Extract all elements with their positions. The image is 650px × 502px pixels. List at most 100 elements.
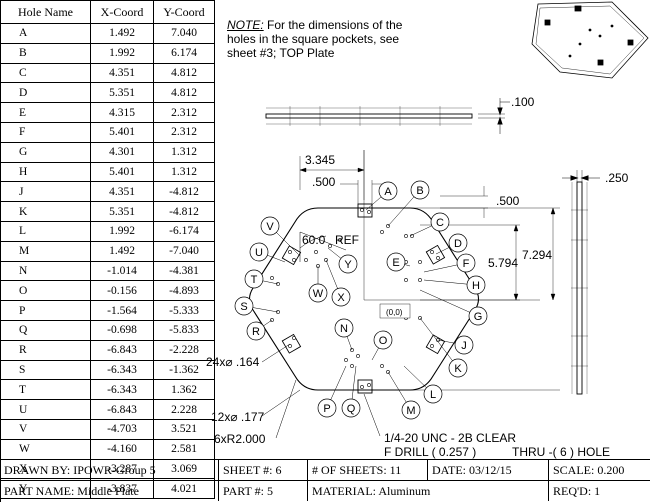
- header-y-coord: Y-Coord: [153, 0, 215, 24]
- table-row: A 1.492 7.040: [0, 23, 215, 44]
- callout-label: Y: [344, 259, 352, 271]
- callout-label: D: [454, 238, 462, 250]
- callout-l: L: [423, 384, 443, 404]
- callout-label: N: [340, 323, 348, 335]
- callout-r: R: [246, 321, 266, 341]
- callout-x: X: [331, 287, 351, 307]
- holes-164-note: 24x⌀ .164: [206, 355, 260, 369]
- y-coord-cell: 1.362: [153, 379, 215, 401]
- y-coord-cell: 2.312: [153, 121, 215, 143]
- callout-bubbles: A B CD E F G H JK L M N O P Q R S T U V W X Y: [234, 180, 488, 420]
- drawing-note: NOTE: For the dimensions of the holes in…: [227, 18, 417, 60]
- callout-label: C: [436, 217, 444, 229]
- y-coord-cell: 3.521: [153, 418, 215, 440]
- edge-view-vertical: [562, 170, 600, 395]
- callout-circle: [334, 318, 354, 338]
- tap-note-line2: F DRILL ( 0.257 ): [384, 445, 476, 459]
- plate-holes: [270, 208, 440, 389]
- callout-circle: [378, 181, 398, 201]
- part-name: PART NAME: Middle Plate: [0, 481, 219, 501]
- y-coord-cell: 2.581: [153, 438, 215, 460]
- y-coord-cell: 2.312: [153, 102, 215, 123]
- callout-v: V: [260, 216, 280, 236]
- callout-b: B: [410, 180, 430, 200]
- callout-label: O: [379, 335, 388, 347]
- callout-circle: [373, 330, 393, 350]
- dim-5794: 5.794: [488, 256, 518, 270]
- callout-u: U: [249, 242, 269, 262]
- scale: SCALE: 0.200: [553, 463, 625, 477]
- required-qty: REQ'D: 1: [553, 484, 601, 498]
- number-of-sheets: # OF SHEETS: 11: [308, 460, 428, 480]
- sheet-number: SHEET #: 6: [219, 460, 308, 480]
- callout-label: B: [416, 185, 423, 197]
- callout-label: S: [240, 301, 247, 313]
- callout-n: N: [334, 318, 354, 338]
- date: DATE: 03/12/15: [428, 460, 549, 480]
- x-coord-cell: -6.843: [90, 399, 154, 420]
- x-coord-cell: -4.160: [90, 438, 154, 460]
- angle-value: 60.0: [302, 233, 326, 247]
- callout-label: H: [472, 280, 480, 292]
- y-coord-cell: -4.812: [153, 181, 215, 203]
- callout-leader-g: [419, 289, 479, 317]
- callout-circle: [249, 242, 269, 262]
- angle-ref: REF: [335, 233, 359, 247]
- x-coord-cell: 5.401: [90, 121, 154, 143]
- table-row: W -4.160 2.581: [0, 438, 215, 460]
- edge-view-horizontal: [265, 98, 510, 134]
- callout-j: J: [454, 335, 474, 355]
- callout-e: E: [386, 252, 406, 272]
- table-header-row: Hole Name X-Coord Y-Coord: [0, 0, 215, 24]
- table-row: F 5.401 2.312: [0, 121, 215, 143]
- part-number: PART #: 5: [219, 481, 308, 501]
- callout-label: V: [266, 221, 274, 233]
- origin-label: (0,0): [386, 308, 403, 317]
- callout-circle: [468, 306, 488, 326]
- note-body: For the dimensions of the holes in the s…: [227, 18, 403, 60]
- callout-circle: [260, 216, 280, 236]
- title-block: DRAWN BY: IPOWR-Group 5 SHEET #: 6 # OF …: [0, 459, 650, 502]
- callout-circle: [244, 269, 264, 289]
- callout-circle: [448, 233, 468, 253]
- callout-o: O: [373, 330, 393, 350]
- hole-name-cell: Y: [0, 478, 91, 500]
- table-row: P -1.564 -5.333: [0, 300, 215, 321]
- callout-label: A: [384, 186, 392, 198]
- y-coord-cell: 4.021: [153, 478, 215, 500]
- x-coord-cell: 5.351: [90, 201, 154, 222]
- table-row: L 1.992 -6.174: [0, 220, 215, 242]
- callout-circle: [410, 180, 430, 200]
- tap-note-line1: 1/4-20 UNC - 2B CLEAR: [384, 431, 516, 445]
- callout-h: H: [466, 275, 486, 295]
- y-coord-cell: -4.381: [153, 260, 215, 282]
- holes-177-note: 12x⌀ .177: [211, 410, 265, 424]
- dim-500-right: .500: [496, 194, 520, 208]
- table-row: O -0.156 -4.893: [0, 280, 215, 302]
- y-coord-cell: 1.312: [153, 161, 215, 183]
- callout-leader-k: [419, 317, 459, 369]
- table-row: R -6.843 -2.228: [0, 339, 215, 361]
- dim-7294: 7.294: [522, 248, 552, 262]
- callout-f: F: [456, 253, 476, 273]
- callout-circle: [430, 212, 450, 232]
- isometric-thumbnail: [531, 1, 649, 79]
- technical-drawing: .100 .250: [206, 1, 649, 459]
- callout-label: P: [323, 403, 330, 415]
- table-row: C 4.351 4.812: [0, 62, 215, 84]
- callout-label: E: [392, 257, 399, 269]
- callout-circle: [331, 287, 351, 307]
- callout-label: Q: [347, 403, 356, 415]
- x-coord-cell: -0.698: [90, 319, 154, 341]
- material: MATERIAL: Aluminum: [308, 481, 549, 501]
- table-row: H 5.401 1.312: [0, 161, 215, 183]
- drawn-by: DRAWN BY: IPOWR-Group 5: [0, 460, 219, 480]
- callout-label: L: [430, 389, 436, 401]
- angle-arc: [299, 231, 347, 262]
- callout-circle: [246, 321, 266, 341]
- callout-circle: [234, 296, 254, 316]
- callout-m: M: [401, 400, 421, 420]
- dim-3345: 3.345: [305, 153, 335, 167]
- callout-circle: [386, 252, 406, 272]
